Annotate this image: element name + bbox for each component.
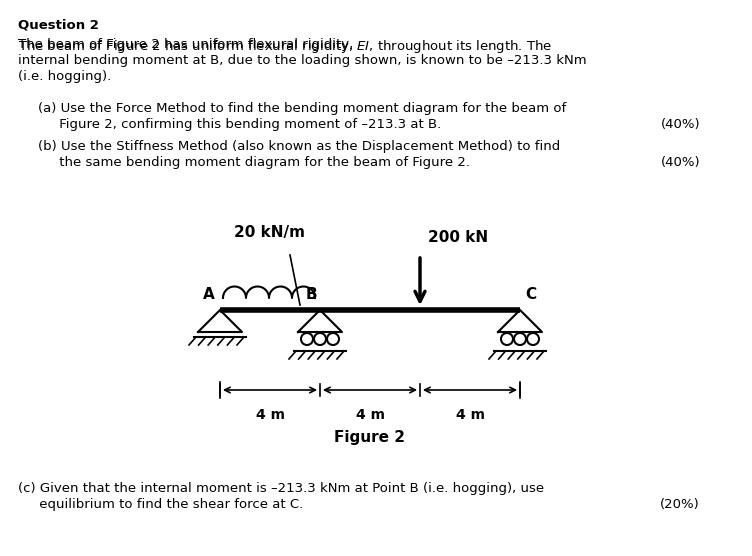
Circle shape	[514, 333, 526, 345]
Text: (40%): (40%)	[660, 118, 700, 131]
Text: (40%): (40%)	[660, 156, 700, 169]
Text: 20 kN/m: 20 kN/m	[235, 225, 305, 240]
Polygon shape	[498, 310, 542, 332]
Text: 4 m: 4 m	[256, 408, 284, 422]
Text: C: C	[525, 287, 536, 302]
Text: B: B	[305, 287, 317, 302]
Text: (c) Given that the internal moment is –213.3 kNm at Point B (i.e. hogging), use: (c) Given that the internal moment is –2…	[18, 482, 544, 495]
Polygon shape	[298, 310, 342, 332]
Text: internal bending moment at B, due to the loading shown, is known to be –213.3 kN: internal bending moment at B, due to the…	[18, 54, 587, 67]
Text: (a) Use the Force Method to find the bending moment diagram for the beam of: (a) Use the Force Method to find the ben…	[38, 102, 566, 115]
Text: 4 m: 4 m	[356, 408, 384, 422]
Text: (20%): (20%)	[660, 498, 700, 511]
Circle shape	[301, 333, 313, 345]
Text: 200 kN: 200 kN	[428, 230, 488, 245]
Text: Figure 2, confirming this bending moment of –213.3 at B.: Figure 2, confirming this bending moment…	[38, 118, 441, 131]
Circle shape	[314, 333, 326, 345]
Text: The beam of Figure 2 has uniform flexural rigidity,: The beam of Figure 2 has uniform flexura…	[18, 38, 357, 51]
Text: (i.e. hogging).: (i.e. hogging).	[18, 70, 111, 83]
Circle shape	[327, 333, 339, 345]
Text: Figure 2: Figure 2	[335, 430, 405, 445]
Text: A: A	[203, 287, 215, 302]
Text: equilibrium to find the shear force at C.: equilibrium to find the shear force at C…	[18, 498, 303, 511]
Circle shape	[501, 333, 513, 345]
Circle shape	[527, 333, 539, 345]
Text: (b) Use the Stiffness Method (also known as the Displacement Method) to find: (b) Use the Stiffness Method (also known…	[38, 140, 560, 153]
Text: 4 m: 4 m	[456, 408, 484, 422]
Text: the same bending moment diagram for the beam of Figure 2.: the same bending moment diagram for the …	[38, 156, 470, 169]
Text: Question 2: Question 2	[18, 18, 99, 31]
Polygon shape	[198, 310, 242, 332]
Text: The beam of Figure 2 has uniform flexural rigidity, $\it{EI}$, throughout its le: The beam of Figure 2 has uniform flexura…	[18, 38, 552, 55]
